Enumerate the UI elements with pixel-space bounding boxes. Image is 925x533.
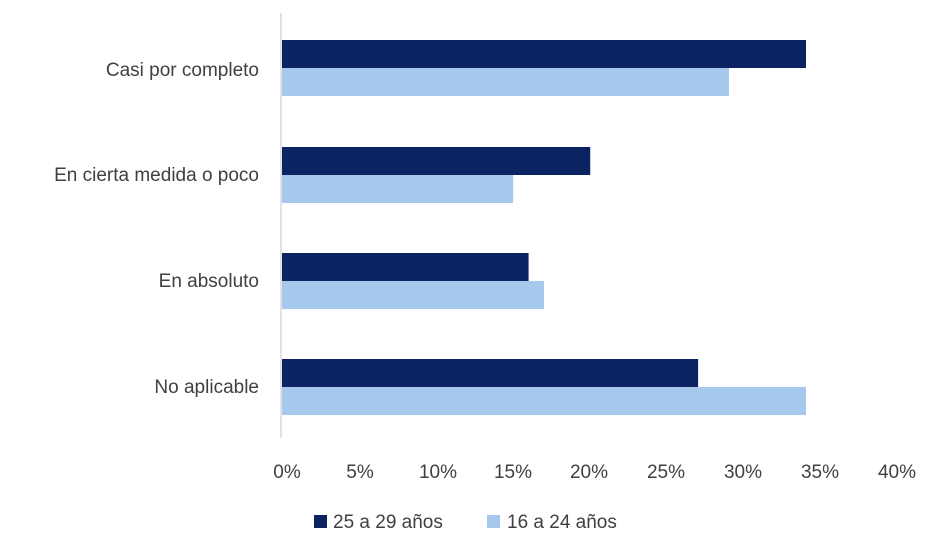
category-label: En cierta medida o poco xyxy=(54,165,259,186)
legend-label-series-1: 25 a 29 años xyxy=(333,512,443,533)
bar-series-1-category-1 xyxy=(282,40,806,68)
legend: 25 a 29 años 16 a 24 años xyxy=(314,512,617,533)
x-tick-label: 30% xyxy=(724,462,762,483)
legend-label-series-2: 16 a 24 años xyxy=(507,512,617,533)
legend-swatch-series-1 xyxy=(314,515,327,528)
category-label: No aplicable xyxy=(154,377,259,398)
x-tick-label: 40% xyxy=(878,462,916,483)
bar-series-1-category-2 xyxy=(282,147,591,175)
x-tick-label: 20% xyxy=(570,462,608,483)
x-tick-label: 35% xyxy=(801,462,839,483)
x-tick-label: 10% xyxy=(419,462,457,483)
x-tick-label: 15% xyxy=(494,462,532,483)
bar-series-2-category-3 xyxy=(282,281,544,309)
bar-series-2-category-1 xyxy=(282,68,729,96)
bar-series-2-category-2 xyxy=(282,175,514,203)
x-tick-label: 5% xyxy=(346,462,374,483)
x-tick-label: 25% xyxy=(647,462,685,483)
bar-series-1-category-4 xyxy=(282,359,699,387)
bar-series-1-category-3 xyxy=(282,253,529,281)
legend-swatch-series-2 xyxy=(487,515,500,528)
x-tick-label: 0% xyxy=(273,462,301,483)
category-label: Casi por completo xyxy=(106,60,259,81)
bar-series-2-category-4 xyxy=(282,387,806,415)
category-label: En absoluto xyxy=(159,271,259,292)
